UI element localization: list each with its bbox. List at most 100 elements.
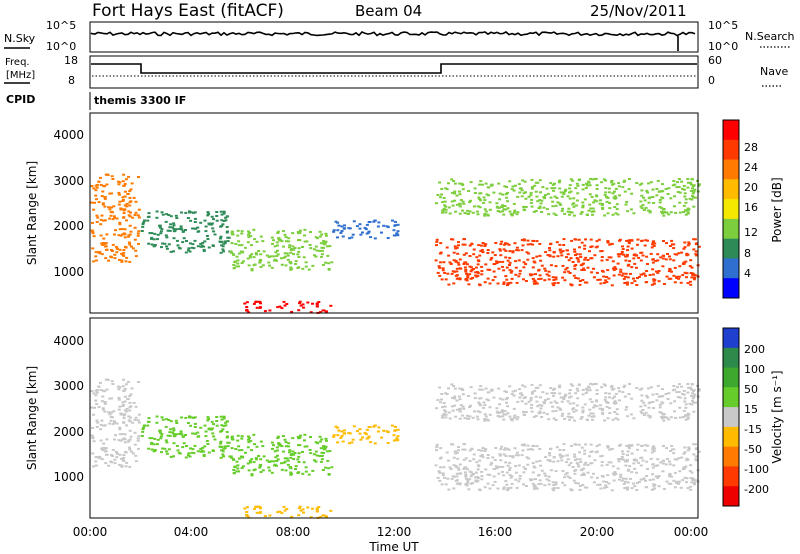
- power-cbar-tick-12: 12: [744, 226, 758, 239]
- power-data-cell: [298, 229, 302, 232]
- power-data-cell: [563, 212, 567, 215]
- power-data-cell: [155, 216, 159, 219]
- power-data-cell: [530, 186, 534, 189]
- power-data-cell: [245, 309, 249, 312]
- power-data-cell: [547, 270, 551, 273]
- vel-data-cell: [480, 478, 484, 481]
- vel-data-cell: [570, 489, 574, 492]
- vel-data-cell: [355, 430, 359, 433]
- vel-data-cell: [302, 461, 306, 464]
- vel-data-cell: [109, 460, 113, 463]
- vel-data-cell: [568, 389, 572, 392]
- vel-data-cell: [561, 469, 565, 472]
- power-data-cell: [485, 193, 489, 196]
- power-data-cell: [610, 181, 613, 184]
- power-data-cell: [111, 243, 115, 246]
- power-data-cell: [694, 250, 698, 253]
- power-data-cell: [613, 197, 617, 200]
- vel-data-cell: [671, 448, 674, 451]
- power-data-cell: [276, 249, 279, 252]
- vel-data-cell: [452, 456, 456, 459]
- vel-data-cell: [664, 463, 668, 466]
- vel-data-cell: [591, 412, 595, 415]
- power-data-cell: [443, 204, 447, 207]
- vel-data-cell: [639, 405, 643, 408]
- power-data-cell: [690, 198, 694, 201]
- vel-cbar-swatch: [723, 328, 739, 349]
- power-data-cell: [486, 249, 490, 251]
- vel-data-cell: [141, 428, 145, 431]
- vel-data-cell: [113, 421, 116, 424]
- vel-data-cell: [104, 462, 108, 465]
- power-data-cell: [614, 268, 618, 270]
- vel-data-cell: [463, 471, 467, 474]
- vel-data-cell: [540, 416, 544, 418]
- power-data-cell: [686, 211, 690, 214]
- power-data-cell: [110, 206, 113, 209]
- vel-data-cell: [508, 455, 512, 458]
- vel-data-cell: [150, 437, 154, 440]
- power-data-cell: [125, 202, 129, 205]
- power-data-cell: [668, 245, 672, 247]
- power-data-cell: [689, 259, 693, 262]
- freq-tick-top: 18: [64, 54, 78, 67]
- power-data-cell: [262, 250, 266, 253]
- vel-data-cell: [639, 464, 643, 467]
- power-data-cell: [682, 188, 686, 191]
- vel-data-cell: [592, 406, 596, 409]
- power-data-cell: [670, 239, 674, 242]
- power-data-cell: [99, 223, 103, 226]
- vel-data-cell: [94, 456, 98, 459]
- vel-data-cell: [498, 453, 502, 456]
- power-data-cell: [669, 197, 673, 200]
- power-data-cell: [270, 266, 274, 269]
- vel-data-cell: [632, 417, 636, 420]
- power-data-cell: [324, 232, 328, 235]
- vel-data-cell: [296, 458, 300, 461]
- power-data-cell: [606, 269, 610, 272]
- vel-data-cell: [640, 445, 644, 447]
- power-data-cell: [318, 250, 322, 252]
- power-data-cell: [163, 242, 167, 245]
- power-data-cell: [472, 248, 476, 251]
- vel-data-cell: [258, 466, 262, 469]
- vel-data-cell: [483, 450, 487, 452]
- power-data-cell: [536, 200, 540, 203]
- power-data-cell: [591, 207, 595, 210]
- power-data-cell: [276, 232, 280, 234]
- vel-data-cell: [626, 469, 630, 472]
- vel-data-cell: [615, 413, 619, 416]
- vel-data-cell: [458, 483, 462, 486]
- power-data-cell: [516, 195, 520, 198]
- vel-data-cell: [268, 469, 272, 472]
- power-data-cell: [470, 243, 474, 246]
- power-data-cell: [101, 244, 105, 246]
- vel-data-cell: [513, 414, 517, 417]
- vel-data-cell: [486, 473, 490, 476]
- vel-data-cell: [675, 391, 679, 394]
- power-data-cell: [91, 247, 95, 250]
- vel-data-cell: [469, 386, 473, 389]
- vel-data-cell: [441, 472, 445, 475]
- vel-data-cell: [254, 505, 258, 508]
- vel-data-cell: [108, 422, 112, 425]
- vel-data-cell: [246, 446, 250, 449]
- vel-data-cell: [469, 475, 473, 478]
- vel-data-cell: [222, 417, 226, 420]
- power-data-cell: [125, 256, 129, 259]
- power-data-cell: [289, 268, 293, 271]
- vel-data-cell: [219, 456, 223, 459]
- power-data-cell: [678, 211, 682, 214]
- power-cbar-label: Power [dB]: [770, 177, 784, 242]
- power-data-cell: [681, 187, 684, 190]
- power-data-cell: [581, 206, 585, 209]
- power-data-cell: [450, 178, 454, 181]
- vel-data-cell: [377, 426, 381, 429]
- power-data-cell: [219, 225, 223, 228]
- power-data-cell: [249, 234, 253, 237]
- vel-data-cell: [142, 426, 146, 429]
- power-data-cell: [222, 210, 226, 213]
- vel-data-cell: [231, 438, 235, 441]
- power-data-cell: [586, 259, 590, 261]
- vel-data-cell: [556, 460, 560, 463]
